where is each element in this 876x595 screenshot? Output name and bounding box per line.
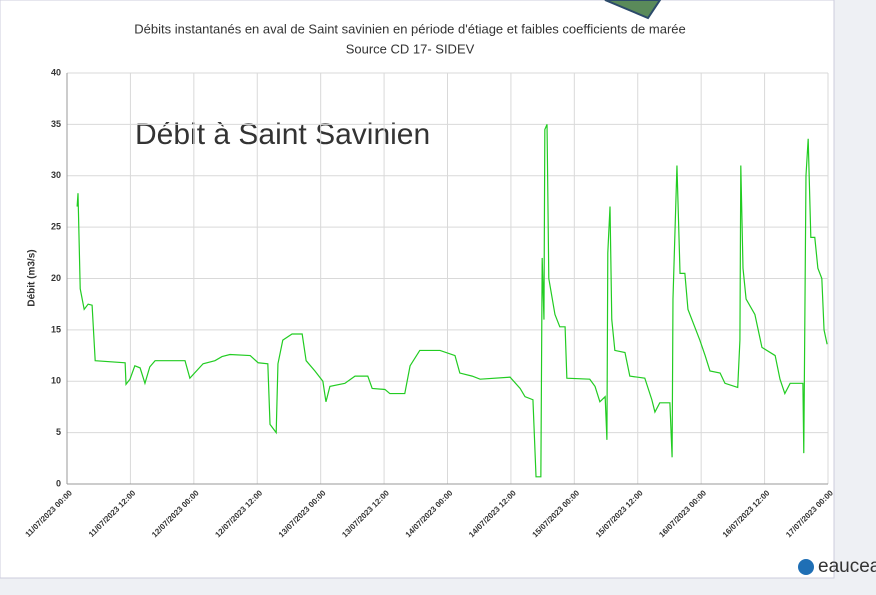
y-axis-label: Débit (m3/s) xyxy=(27,249,38,306)
y-tick-label: 15 xyxy=(51,324,61,334)
y-tick-label: 5 xyxy=(56,427,61,437)
chart-subtitle: Source CD 17- SIDEV xyxy=(346,41,475,56)
y-tick-label: 20 xyxy=(51,273,61,283)
panel xyxy=(0,0,835,579)
data-line xyxy=(76,124,828,478)
y-tick-label: 0 xyxy=(56,478,61,488)
annotation: Débit à Saint Savinien xyxy=(135,118,430,151)
decor-shape xyxy=(604,0,662,20)
logo: eaucea xyxy=(818,556,876,577)
y-tick-label: 30 xyxy=(51,170,61,180)
y-tick-label: 35 xyxy=(51,119,61,129)
y-tick-label: 25 xyxy=(51,222,61,232)
y-tick-label: 40 xyxy=(51,67,61,77)
logo-icon xyxy=(798,559,814,575)
chart-title: Débits instantanés en aval de Saint savi… xyxy=(134,21,685,36)
y-tick-label: 10 xyxy=(51,376,61,386)
